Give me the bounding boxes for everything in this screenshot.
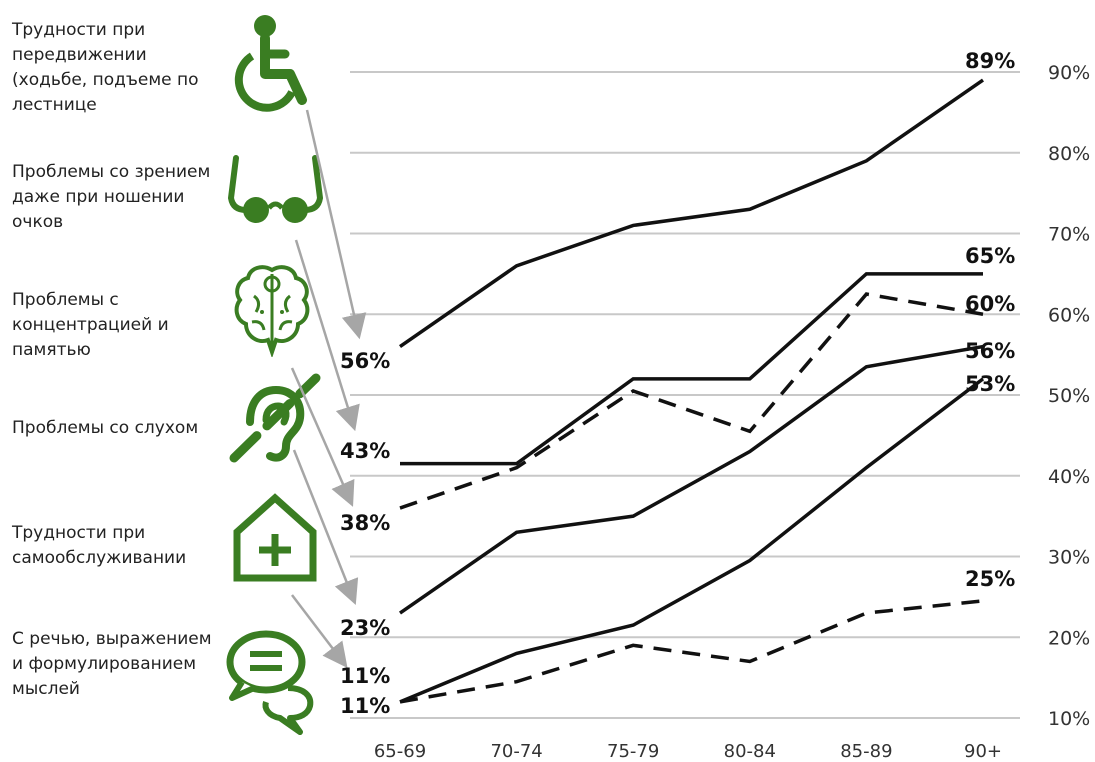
start-value-label: 56% bbox=[340, 349, 390, 373]
pointer-arrow bbox=[305, 109, 367, 340]
end-value-label: 25% bbox=[965, 567, 1015, 591]
wheelchair-icon bbox=[234, 15, 307, 112]
start-value-label: 23% bbox=[340, 616, 390, 640]
y-tick-label: 80% bbox=[1048, 143, 1090, 165]
category-label-hearing: Проблемы со слухом bbox=[12, 418, 199, 438]
series-line-0 bbox=[399, 78, 984, 348]
series-line-2 bbox=[399, 292, 984, 510]
category-label-selfcare: Трудности при самообслуживании bbox=[12, 523, 187, 568]
x-tick-label: 70-74 bbox=[490, 741, 542, 762]
start-value-label: 11% bbox=[340, 664, 390, 688]
brain-icon bbox=[234, 265, 310, 357]
series-line-4 bbox=[399, 377, 985, 704]
end-value-label: 60% bbox=[965, 292, 1015, 316]
start-value-label: 43% bbox=[340, 439, 390, 463]
pointer-arrow bbox=[294, 239, 360, 432]
category-label-memory: Проблемы с концентрацией и памятью bbox=[12, 290, 169, 360]
glasses-icon bbox=[228, 155, 323, 223]
series-line-5 bbox=[399, 599, 984, 704]
y-axis-ticks: 10% 20% 30% 40% 50% 60% 70% 80% 90% bbox=[1048, 62, 1090, 730]
category-label-mobility: Трудности при передвижении (ходьбе, подъ… bbox=[12, 20, 199, 115]
start-value-label: 38% bbox=[340, 511, 390, 535]
y-tick-label: 70% bbox=[1048, 224, 1090, 246]
home-plus-icon bbox=[233, 493, 317, 582]
x-axis-ticks: 65-69 70-74 75-79 80-84 85-89 90+ bbox=[374, 741, 1002, 762]
end-value-label: 65% bbox=[965, 244, 1015, 268]
series-line-3 bbox=[399, 344, 984, 615]
pointer-arrows bbox=[290, 109, 367, 668]
end-value-label: 56% bbox=[965, 339, 1015, 363]
y-tick-label: 40% bbox=[1048, 466, 1090, 488]
y-tick-label: 60% bbox=[1048, 304, 1090, 326]
speech-bubbles-icon bbox=[226, 630, 314, 735]
y-tick-label: 50% bbox=[1048, 385, 1090, 407]
end-value-label: 89% bbox=[965, 49, 1015, 73]
start-value-label: 11% bbox=[340, 694, 390, 718]
x-tick-label: 75-79 bbox=[607, 741, 659, 762]
x-tick-label: 80-84 bbox=[724, 741, 776, 762]
x-tick-label: 85-89 bbox=[840, 741, 892, 762]
y-tick-label: 20% bbox=[1048, 627, 1090, 649]
end-value-label: 53% bbox=[965, 372, 1015, 396]
x-tick-label: 65-69 bbox=[374, 741, 426, 762]
x-tick-label: 90+ bbox=[964, 741, 1002, 762]
series-lines bbox=[399, 78, 985, 704]
gridlines bbox=[350, 71, 1020, 719]
y-tick-label: 90% bbox=[1048, 62, 1090, 84]
category-label-speech: С речью, выражением и формулированием мы… bbox=[12, 629, 212, 699]
category-label-vision: Проблемы со зрением даже при ношении очк… bbox=[12, 162, 211, 232]
value-labels: 56% 89% 43% 65% 38% 60% 23% 56% 11% 53% 11% 25% bbox=[340, 49, 1015, 718]
series-line-1 bbox=[400, 272, 983, 466]
y-tick-label: 30% bbox=[1048, 547, 1090, 569]
pointer-arrow bbox=[290, 367, 355, 507]
y-tick-label: 10% bbox=[1048, 708, 1090, 730]
pointer-arrow bbox=[291, 594, 348, 668]
pointer-arrow bbox=[292, 449, 359, 605]
